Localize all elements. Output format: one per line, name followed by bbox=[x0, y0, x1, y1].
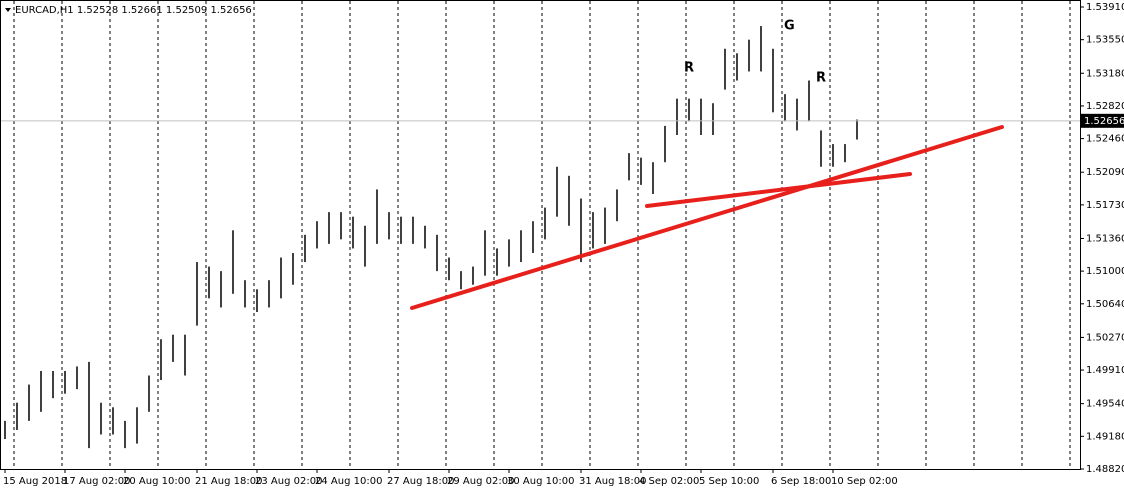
x-tick-label: 5 Sep 10:00 bbox=[699, 476, 759, 487]
annotation: G bbox=[784, 19, 795, 34]
x-tick-label: 27 Aug 18:00 bbox=[387, 476, 454, 487]
y-tick-label: 1.50270 bbox=[1086, 332, 1124, 343]
y-tick-label: 1.49910 bbox=[1086, 365, 1124, 376]
price-label-box bbox=[1081, 113, 1124, 128]
y-tick-label: 1.51730 bbox=[1086, 200, 1124, 211]
x-tick-label: 29 Aug 02:00 bbox=[447, 476, 514, 487]
x-tick-label: 30 Aug 10:00 bbox=[507, 476, 574, 487]
trend-line bbox=[645, 172, 912, 208]
x-tick-label: 15 Aug 2018 bbox=[3, 476, 67, 487]
menu-arrow[interactable] bbox=[5, 8, 11, 12]
bars bbox=[4, 26, 858, 449]
y-tick-label: 1.48820 bbox=[1086, 464, 1124, 475]
y-tick-label: 1.53550 bbox=[1086, 35, 1124, 46]
x-tick-label: 6 Sep 18:00 bbox=[771, 476, 831, 487]
plot-frame bbox=[0, 0, 1081, 470]
y-tick-label: 1.52820 bbox=[1086, 101, 1124, 112]
y-tick-label: 1.53180 bbox=[1086, 68, 1124, 79]
x-tick-label: 20 Aug 10:00 bbox=[123, 476, 190, 487]
chart-title: EURCAD,H1 1.52528 1.52661 1.52509 1.5265… bbox=[15, 5, 252, 16]
x-tick-label: 31 Aug 18:00 bbox=[579, 476, 646, 487]
y-tick-label: 1.53910 bbox=[1086, 2, 1124, 13]
y-tick-label: 1.51360 bbox=[1086, 233, 1124, 244]
annotation: R bbox=[816, 71, 826, 86]
y-tick-label: 1.52090 bbox=[1086, 167, 1124, 178]
trend-line bbox=[410, 125, 1004, 310]
x-tick-label: 24 Aug 10:00 bbox=[315, 476, 382, 487]
y-tick-label: 1.51000 bbox=[1086, 266, 1124, 277]
price-label: 1.52656 bbox=[1084, 116, 1124, 127]
x-tick-label: 4 Sep 02:00 bbox=[639, 476, 699, 487]
x-tick-label: 21 Aug 18:00 bbox=[195, 476, 262, 487]
y-tick-label: 1.50640 bbox=[1086, 299, 1124, 310]
y-tick-label: 1.52460 bbox=[1086, 134, 1124, 145]
grid bbox=[13, 1, 1071, 469]
y-tick-label: 1.49180 bbox=[1086, 431, 1124, 442]
y-tick-label: 1.49540 bbox=[1086, 399, 1124, 410]
x-tick-label: 23 Aug 02:00 bbox=[255, 476, 322, 487]
x-tick-label: 10 Sep 02:00 bbox=[831, 476, 898, 487]
annotation: R bbox=[684, 61, 694, 76]
x-tick-label: 17 Aug 02:00 bbox=[63, 476, 130, 487]
